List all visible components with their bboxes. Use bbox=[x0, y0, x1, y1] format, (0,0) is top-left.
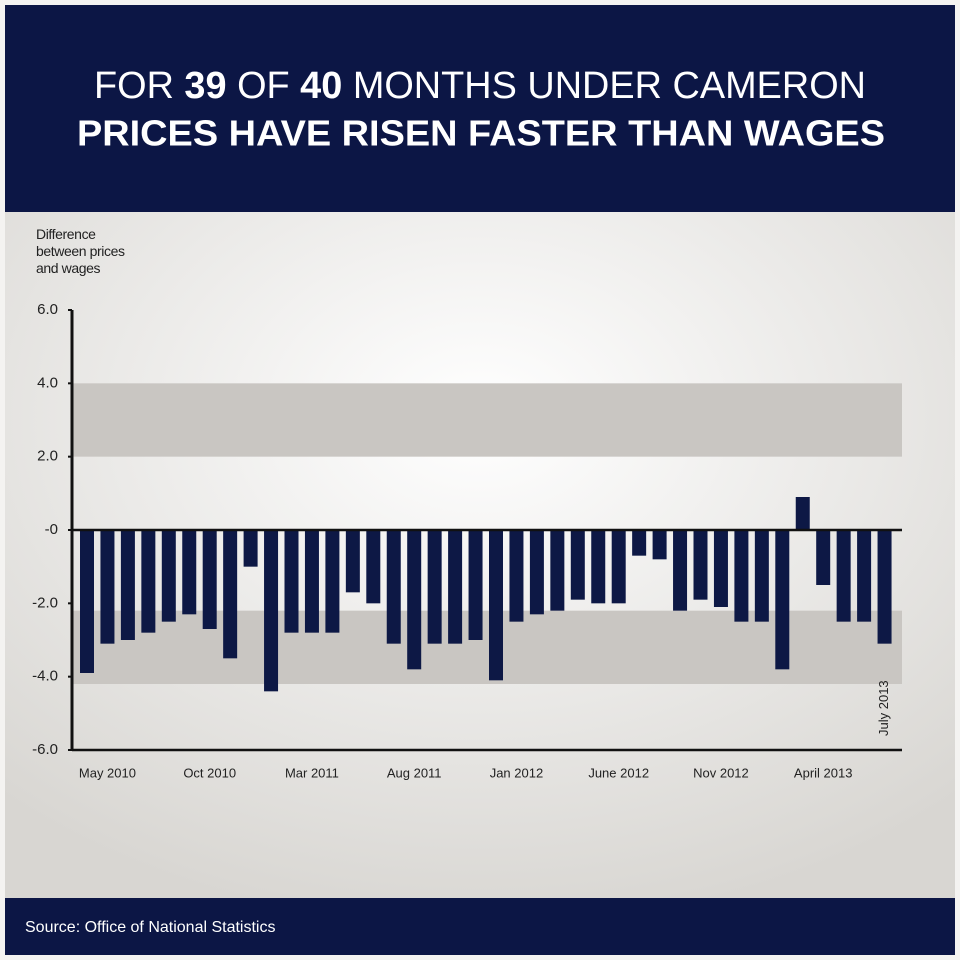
bar bbox=[591, 530, 606, 604]
x-tick-label: Jan 2012 bbox=[490, 765, 544, 780]
y-tick-label: -6.0 bbox=[32, 741, 58, 758]
bar bbox=[386, 530, 401, 644]
y-axis-title: Difference between prices and wages bbox=[36, 226, 125, 276]
bar bbox=[182, 530, 197, 615]
bar bbox=[345, 530, 360, 593]
y-tick-label: -4.0 bbox=[32, 668, 58, 685]
title-part: 39 bbox=[184, 65, 226, 107]
bar bbox=[284, 530, 299, 633]
bar bbox=[775, 530, 790, 670]
bar bbox=[202, 530, 217, 629]
bar bbox=[489, 530, 503, 681]
title-part: MONTHS UNDER CAMERON bbox=[353, 65, 866, 107]
title-part: FOR bbox=[94, 65, 174, 107]
bar bbox=[673, 530, 688, 611]
bar bbox=[611, 530, 626, 604]
source-note: Source: Office of National Statistics bbox=[25, 919, 275, 936]
x-tick-label: Oct 2010 bbox=[183, 765, 236, 780]
bar bbox=[120, 530, 135, 640]
bar bbox=[223, 530, 238, 659]
y-tick-label: 6.0 bbox=[37, 301, 58, 318]
bar bbox=[448, 530, 463, 644]
x-tick-label: April 2013 bbox=[794, 765, 853, 780]
bar bbox=[80, 530, 94, 673]
bar bbox=[713, 530, 728, 607]
band bbox=[72, 383, 902, 457]
bar bbox=[325, 530, 340, 633]
bar bbox=[693, 530, 708, 600]
bar bbox=[366, 530, 381, 604]
title-part: OF bbox=[237, 65, 290, 107]
y-tick-label: -2.0 bbox=[32, 594, 58, 611]
header-box bbox=[5, 5, 955, 212]
title-part: 40 bbox=[300, 65, 342, 107]
bar bbox=[529, 530, 544, 615]
bar bbox=[632, 530, 647, 556]
bar bbox=[304, 530, 319, 633]
x-tick-label: May 2010 bbox=[79, 765, 136, 780]
y-tick-label: -0 bbox=[45, 521, 58, 538]
bar bbox=[407, 530, 422, 670]
bar bbox=[734, 530, 749, 622]
bar bbox=[468, 530, 483, 640]
bar bbox=[264, 530, 279, 692]
x-tick-label: Aug 2011 bbox=[387, 765, 442, 780]
x-tick-label: Mar 2011 bbox=[285, 765, 339, 780]
chart-subtitle: PRICES HAVE RISEN FASTER THAN WAGES bbox=[77, 113, 885, 154]
x-tick-label: July 2013 bbox=[876, 680, 891, 736]
bar bbox=[652, 530, 667, 560]
footer-box bbox=[5, 898, 955, 955]
x-tick-label: June 2012 bbox=[588, 765, 649, 780]
bar bbox=[550, 530, 565, 611]
bar bbox=[795, 497, 810, 530]
x-tick-label: Nov 2012 bbox=[693, 765, 749, 780]
bar bbox=[877, 530, 892, 644]
y-tick-label: 2.0 bbox=[37, 448, 58, 465]
bar bbox=[243, 530, 258, 567]
chart-title: FOR 39 OF 40 MONTHS UNDER CAMERON bbox=[94, 65, 866, 107]
bar bbox=[509, 530, 524, 622]
bar bbox=[141, 530, 156, 633]
bar bbox=[427, 530, 442, 644]
bar bbox=[100, 530, 115, 644]
bar bbox=[754, 530, 769, 622]
y-tick-label: 4.0 bbox=[37, 374, 58, 391]
bar bbox=[857, 530, 872, 622]
bar bbox=[816, 530, 831, 585]
bar bbox=[161, 530, 176, 622]
bar bbox=[570, 530, 585, 600]
bar bbox=[836, 530, 851, 622]
